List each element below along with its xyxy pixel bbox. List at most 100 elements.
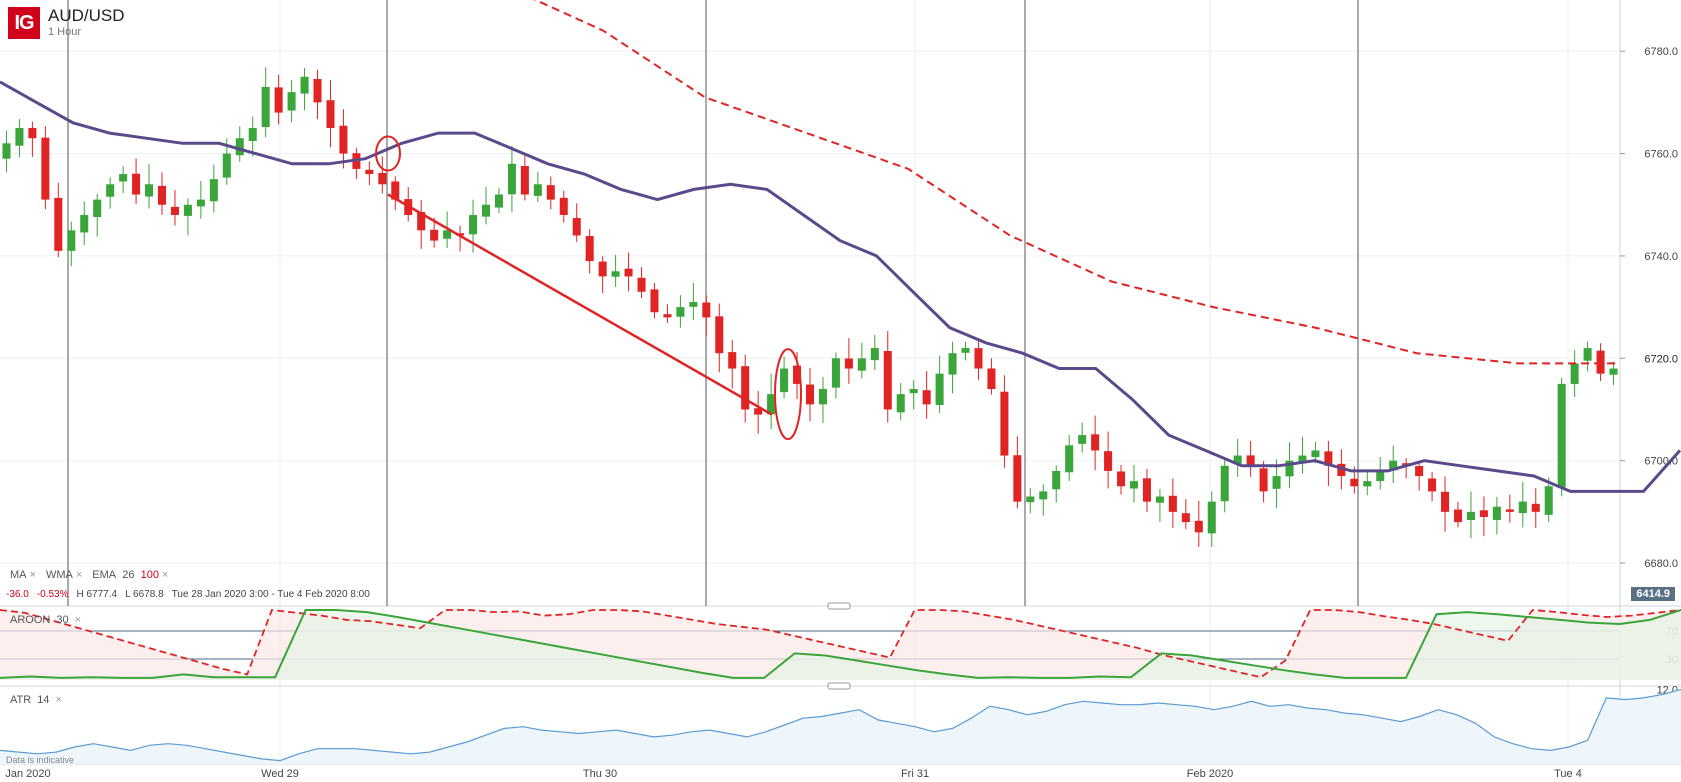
aroon-up-line xyxy=(0,609,1681,679)
candle-up xyxy=(1052,470,1061,490)
price-tick-label: 6720.0 xyxy=(1644,353,1678,365)
candle-down xyxy=(741,366,750,410)
candle-up xyxy=(1466,511,1475,521)
candle-down xyxy=(1000,391,1009,456)
candle-up xyxy=(106,184,115,197)
candle-down xyxy=(1194,520,1203,533)
candle-down xyxy=(520,165,529,195)
candle-down xyxy=(987,368,996,390)
change-percent: -0.53% xyxy=(36,589,69,600)
candle-down xyxy=(339,125,348,154)
candle-up xyxy=(15,127,24,146)
close-icon[interactable]: × xyxy=(55,694,62,706)
candle-up xyxy=(948,353,957,375)
candle-down xyxy=(1350,478,1359,487)
circle-annotation xyxy=(375,135,401,172)
candle-up xyxy=(1285,460,1294,477)
candle-up xyxy=(80,214,89,233)
candle-down xyxy=(1246,455,1255,466)
candle-up xyxy=(870,348,879,361)
candle-up xyxy=(1233,455,1242,464)
price-tick-label: 6740.0 xyxy=(1644,251,1678,263)
candle-down xyxy=(650,289,659,313)
candle-up xyxy=(235,138,244,156)
candle-up xyxy=(831,358,840,388)
ig-logo: IG xyxy=(8,7,40,39)
atr-label: ATR 14 × xyxy=(10,694,62,706)
candle-up xyxy=(1609,368,1618,375)
ellipse-annotation xyxy=(774,348,802,441)
candle-down xyxy=(1259,468,1268,492)
candle-down xyxy=(1013,455,1022,502)
close-icon[interactable]: × xyxy=(74,614,82,626)
candle-up xyxy=(209,179,218,202)
candle-down xyxy=(585,236,594,262)
candle-up xyxy=(145,184,154,197)
candle-up xyxy=(896,394,905,413)
panel-resize-handle[interactable] xyxy=(827,682,851,690)
instrument-symbol[interactable]: AUD/USD xyxy=(48,6,125,25)
ema100-line xyxy=(533,0,1620,365)
candle-down xyxy=(715,316,724,354)
candle-down xyxy=(598,261,607,277)
candle-up xyxy=(818,389,827,405)
candle-down xyxy=(793,365,802,384)
candle-up xyxy=(1065,445,1074,473)
candle-up xyxy=(1220,465,1229,502)
candle-down xyxy=(170,206,179,215)
atr-fill xyxy=(0,689,1681,764)
indicator-wma[interactable]: WMA × xyxy=(45,569,83,581)
candle-down xyxy=(28,127,37,139)
candle-down xyxy=(663,314,672,318)
candle-down xyxy=(624,268,633,277)
candle-up xyxy=(443,230,452,239)
candle-down xyxy=(1505,509,1514,512)
candle-up xyxy=(1570,363,1579,384)
candle-up xyxy=(780,368,789,393)
candle-up xyxy=(222,153,231,178)
atr-line xyxy=(0,688,1681,762)
candle-up xyxy=(857,358,866,371)
candle-up xyxy=(689,302,698,307)
candle-up xyxy=(119,174,128,182)
price-tick-label: 6680.0 xyxy=(1644,558,1678,570)
aroon-label: AROON 30 × xyxy=(10,614,82,626)
panel-resize-handle[interactable] xyxy=(827,602,851,610)
aroon-down-line xyxy=(0,609,1681,679)
price-tick-label: 6780.0 xyxy=(1644,46,1678,58)
candle-up xyxy=(1376,470,1385,482)
candle-down xyxy=(326,100,335,128)
candle-up xyxy=(2,143,11,159)
candle-down xyxy=(1168,495,1177,512)
price-stats: -36.0 -0.53% H 6777.4 L 6678.8 Tue 28 Ja… xyxy=(6,589,370,600)
candle-down xyxy=(1479,510,1488,517)
close-icon[interactable]: × xyxy=(29,569,36,581)
candle-up xyxy=(767,394,776,415)
date-range: Tue 28 Jan 2020 3:00 - Tue 4 Feb 2020 8:… xyxy=(171,589,370,600)
price-tick-label: 6760.0 xyxy=(1644,149,1678,161)
candle-down xyxy=(922,390,931,405)
price-tick-label: 6700.0 xyxy=(1644,456,1678,468)
timeframe-label[interactable]: 1 Hour xyxy=(48,26,82,38)
candle-up xyxy=(1039,491,1048,500)
candle-up xyxy=(287,92,296,111)
candle-up xyxy=(961,348,970,353)
indicator-ema[interactable]: EMA 26 100 × xyxy=(92,569,169,581)
candle-down xyxy=(974,348,983,369)
candle-up xyxy=(1155,496,1164,503)
high-value: H 6777.4 xyxy=(76,589,118,600)
candle-up xyxy=(935,373,944,406)
close-icon[interactable]: × xyxy=(161,569,169,581)
candle-up xyxy=(1557,383,1566,488)
trendline-annotation xyxy=(387,193,773,416)
candle-down xyxy=(378,172,387,185)
indicator-ma[interactable]: MA × xyxy=(10,569,36,581)
close-icon[interactable]: × xyxy=(75,569,83,581)
candle-up xyxy=(1389,460,1398,471)
candle-up xyxy=(1544,486,1553,515)
price-badge: 6414.9 xyxy=(1631,587,1675,601)
candle-up xyxy=(93,199,102,217)
candle-up xyxy=(533,184,542,196)
time-tick-label: Wed 29 xyxy=(261,768,299,780)
